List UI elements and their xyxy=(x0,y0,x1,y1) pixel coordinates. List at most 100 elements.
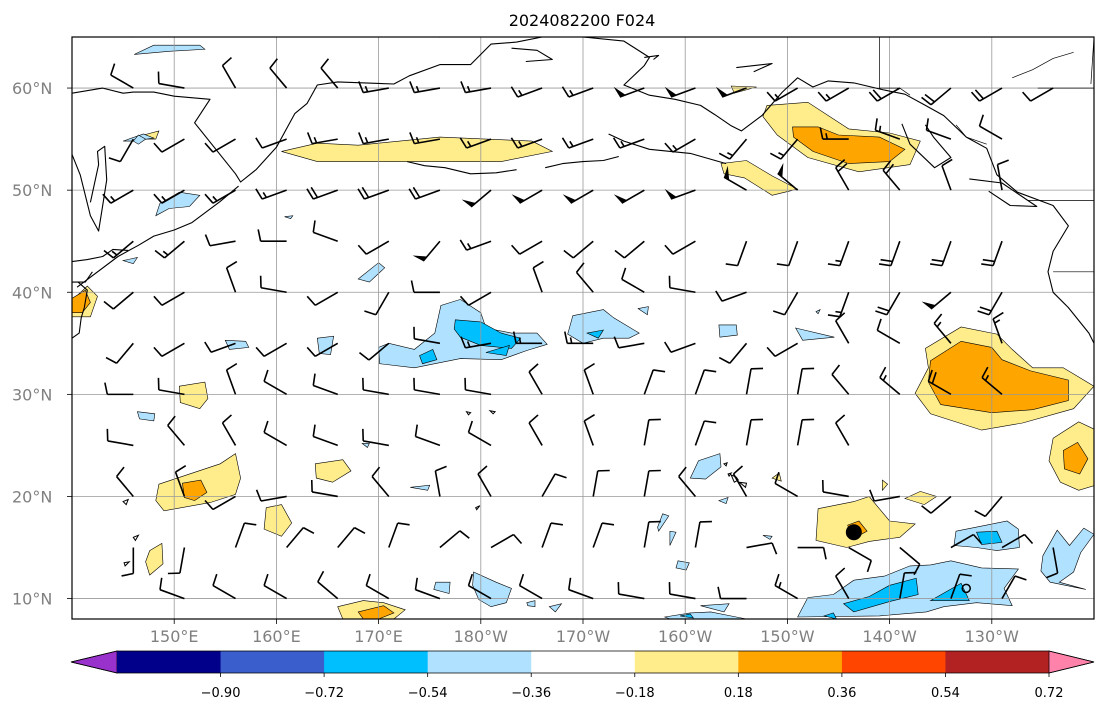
wind-barb-flag xyxy=(563,249,574,259)
wind-barb xyxy=(930,240,952,267)
wind-barb-flag xyxy=(880,258,893,263)
island xyxy=(723,462,728,467)
wind-barb xyxy=(796,418,815,446)
longitude-tick-label: 150°W xyxy=(760,627,815,646)
wind-barb xyxy=(978,114,1003,140)
negative-anomaly-contour xyxy=(815,308,821,315)
wind-barb-flag xyxy=(459,137,468,149)
wind-barb xyxy=(715,290,747,302)
wind-barb-flag xyxy=(970,91,981,102)
wind-barb-flag xyxy=(776,263,789,267)
wind-barb xyxy=(694,37,696,38)
wind-barb-half-flag xyxy=(774,93,780,100)
wind-barb-flag xyxy=(766,346,776,357)
wind-barb-shaft xyxy=(320,67,339,89)
wind-barb-flag xyxy=(518,573,525,586)
island xyxy=(122,498,130,506)
wind-barb-flag xyxy=(477,465,488,475)
wind-barb-shaft xyxy=(368,342,390,361)
wind-barb-flag xyxy=(933,313,943,324)
latitude-tick-label: 60°N xyxy=(12,79,52,98)
wind-barb-half-flag xyxy=(936,321,942,328)
longitude-tick-label: 170°W xyxy=(556,627,611,646)
wind-barb-flag xyxy=(512,331,517,344)
wind-barb xyxy=(221,56,237,89)
colorbar-segment xyxy=(945,651,1050,673)
wind-barb-flag xyxy=(306,132,313,144)
wind-barb-half-flag xyxy=(878,125,882,132)
wind-barb xyxy=(364,291,390,316)
wind-barb xyxy=(467,420,492,447)
wind-barb-half-flag xyxy=(825,133,829,140)
positive-anomaly-contour xyxy=(928,340,1069,414)
wind-barb xyxy=(921,291,952,310)
station-markers-layer xyxy=(845,524,971,594)
wind-barb xyxy=(882,160,901,191)
wind-barb-flag xyxy=(831,364,841,375)
negative-anomaly-contour xyxy=(842,577,919,613)
wind-barb-shaft xyxy=(541,522,552,548)
wind-barb-shaft xyxy=(930,291,952,310)
wind-barb-half-flag xyxy=(364,136,369,144)
wind-barb xyxy=(285,37,287,38)
wind-barb xyxy=(461,189,492,208)
longitude-tick-label: 130°W xyxy=(965,627,1020,646)
colorbar-tick-label: −0.72 xyxy=(304,686,344,701)
wind-barb-shaft xyxy=(619,87,645,98)
wind-barb-shaft xyxy=(434,470,441,497)
wind-barb xyxy=(358,132,389,145)
wind-barb-shaft xyxy=(774,342,799,358)
negative-anomaly-contour xyxy=(657,513,670,532)
wind-barb-flag xyxy=(511,244,521,255)
wind-barb-half-flag xyxy=(466,243,472,249)
wind-barb-flag xyxy=(115,466,125,478)
wind-barb-half-flag xyxy=(882,374,887,381)
wind-barb-flag xyxy=(409,132,416,144)
wind-barb-shaft xyxy=(234,522,246,548)
wind-barb-flag xyxy=(614,249,625,259)
wind-barb xyxy=(306,132,338,145)
negative-anomaly-contour xyxy=(637,306,649,316)
wind-barb-shaft xyxy=(575,271,594,293)
wind-barb-flag xyxy=(601,522,615,526)
wind-barb xyxy=(766,87,799,102)
wind-barb-shaft xyxy=(115,342,134,364)
wind-barb xyxy=(174,465,187,497)
wind-barb-flag xyxy=(913,563,921,576)
wind-barb-flag xyxy=(255,489,262,502)
wind-barb-flag xyxy=(718,152,731,160)
wind-barb-shaft xyxy=(670,342,696,353)
wind-barb-shaft xyxy=(269,67,288,89)
wind-barb-shaft xyxy=(468,291,492,306)
island xyxy=(123,560,131,567)
wind-barb-shaft xyxy=(835,575,850,599)
wind-barb-shaft xyxy=(107,440,134,447)
wind-barb-shaft xyxy=(736,240,748,266)
wind-barb xyxy=(225,260,238,293)
wind-barb-shaft xyxy=(313,231,338,242)
wind-barb-shaft xyxy=(158,389,185,396)
wind-barb-half-flag xyxy=(569,140,574,147)
wind-barb-flag xyxy=(221,56,233,67)
wind-barb xyxy=(204,341,236,353)
wind-barb xyxy=(131,37,134,38)
wind-barb xyxy=(613,336,645,349)
wind-barb-flag xyxy=(467,573,474,586)
wind-barb-shaft xyxy=(672,240,696,255)
wind-barb-shaft xyxy=(732,473,748,497)
wind-barb-flag xyxy=(704,369,717,373)
wind-barb xyxy=(821,479,849,498)
wind-barb-flag xyxy=(121,572,134,577)
wind-barb xyxy=(613,189,645,204)
wind-barb xyxy=(459,239,492,251)
positive-anomaly-contour xyxy=(357,605,395,619)
wind-barb xyxy=(769,138,799,160)
wind-barb-flag xyxy=(410,280,415,293)
political-border xyxy=(1012,51,1074,79)
wind-barb-flag xyxy=(204,193,214,204)
wind-barb xyxy=(412,240,441,262)
wind-barb-flag xyxy=(613,336,620,349)
wind-barb-shaft xyxy=(225,369,237,395)
wind-barb-flag xyxy=(204,142,214,153)
